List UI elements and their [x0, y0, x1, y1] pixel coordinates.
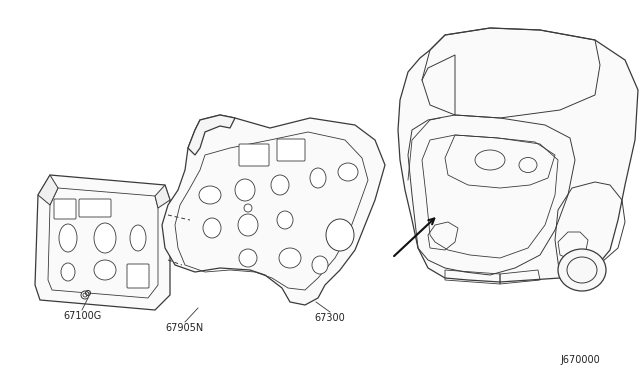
- Text: 67905N: 67905N: [166, 323, 204, 333]
- Polygon shape: [155, 185, 170, 208]
- Ellipse shape: [203, 218, 221, 238]
- Ellipse shape: [244, 204, 252, 212]
- FancyBboxPatch shape: [54, 199, 76, 219]
- FancyBboxPatch shape: [239, 144, 269, 166]
- Ellipse shape: [558, 249, 606, 291]
- Polygon shape: [188, 115, 235, 155]
- Ellipse shape: [199, 186, 221, 204]
- Ellipse shape: [277, 211, 293, 229]
- Ellipse shape: [310, 168, 326, 188]
- Polygon shape: [35, 175, 170, 310]
- Ellipse shape: [59, 224, 77, 252]
- Polygon shape: [38, 175, 58, 205]
- Text: 67300: 67300: [315, 313, 346, 323]
- Ellipse shape: [94, 260, 116, 280]
- FancyBboxPatch shape: [79, 199, 111, 217]
- Ellipse shape: [94, 223, 116, 253]
- Ellipse shape: [239, 249, 257, 267]
- Ellipse shape: [312, 256, 328, 274]
- Ellipse shape: [238, 214, 258, 236]
- Ellipse shape: [130, 225, 146, 251]
- Ellipse shape: [271, 175, 289, 195]
- FancyBboxPatch shape: [277, 139, 305, 161]
- Ellipse shape: [279, 248, 301, 268]
- Ellipse shape: [235, 179, 255, 201]
- Ellipse shape: [338, 163, 358, 181]
- Polygon shape: [162, 115, 385, 305]
- Text: J670000: J670000: [560, 355, 600, 365]
- Text: 67100G: 67100G: [63, 311, 101, 321]
- Ellipse shape: [61, 263, 75, 281]
- Ellipse shape: [83, 293, 87, 297]
- Polygon shape: [398, 28, 638, 282]
- Ellipse shape: [81, 291, 89, 299]
- FancyBboxPatch shape: [127, 264, 149, 288]
- Ellipse shape: [326, 219, 354, 251]
